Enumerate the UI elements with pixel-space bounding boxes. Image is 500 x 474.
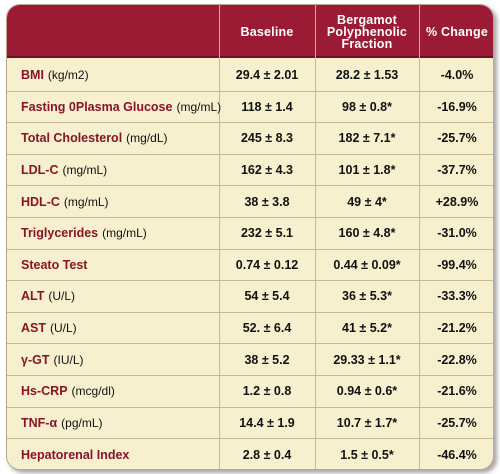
percent-change-value: -37.7% <box>437 163 477 178</box>
table-row: Fasting 0Plasma Glucose (mg/mL) 118 ± 1.4 9… <box>7 92 493 124</box>
parameter-unit: (U/L) <box>50 321 77 336</box>
parameter-name: ALT <box>21 289 45 304</box>
parameter-name: Total Cholesterol <box>21 131 123 146</box>
row-label: Hs-CRP (mcg/dl) <box>21 376 221 407</box>
baseline-value: 245 ± 8.3 <box>240 131 294 146</box>
parameter-unit: (pg/mL) <box>61 415 103 430</box>
row-label: HDL-C (mg/mL) <box>21 186 221 217</box>
table-row: ALT (U/L) 54 ± 5.4 36 ± 5.3* -33.3% <box>7 281 493 313</box>
table-row: TNF-α (pg/mL) 14.4 ± 1.9 10.7 ± 1.7* -25.7% <box>7 408 493 440</box>
baseline-value: 38 ± 3.8 <box>244 194 290 209</box>
percent-change-value: -31.0% <box>437 226 477 241</box>
baseline-value: 232 ± 5.1 <box>240 226 294 241</box>
percent-change-value: -33.3% <box>437 289 477 304</box>
parameter-name: Steato Test <box>21 257 88 272</box>
percent-change-value: -22.8% <box>437 352 477 367</box>
bergamot-value: 182 ± 7.1* <box>338 131 396 146</box>
row-label: Fasting 0Plasma Glucose (mg/mL) <box>21 92 221 123</box>
row-label: LDL-C (mg/mL) <box>21 155 221 186</box>
parameter-name: Hepatorenal Index <box>21 447 130 462</box>
table-row: Steato Test 0.74 ± 0.12 0.44 ± 0.09* -99.4% <box>7 250 493 282</box>
parameter-name: LDL-C <box>21 163 59 178</box>
parameter-name: Hs-CRP <box>21 384 68 399</box>
row-label: Hepatorenal Index <box>21 439 221 469</box>
header-baseline: Baseline <box>240 24 294 39</box>
table-row: AST (U/L) 52. ± 6.4 41 ± 5.2* -21.2% <box>7 313 493 345</box>
baseline-value: 29.4 ± 2.01 <box>235 68 299 83</box>
row-label: ALT (U/L) <box>21 281 221 312</box>
header-percent-change: % Change <box>425 24 489 39</box>
table-row: Hs-CRP (mcg/dl) 1.2 ± 0.8 0.94 ± 0.6* -21.6% <box>7 376 493 408</box>
table-row: BMI (kg/m2) 29.4 ± 2.01 28.2 ± 1.53 -4.0% <box>7 60 493 92</box>
percent-change-value: -4.0% <box>440 68 474 83</box>
row-label: Steato Test <box>21 250 221 281</box>
percent-change-value: -21.2% <box>437 321 477 336</box>
parameter-unit: (IU/L) <box>53 352 84 367</box>
row-label: TNF-α (pg/mL) <box>21 408 221 439</box>
parameter-unit: (mg/mL) <box>62 163 108 178</box>
table-header: Baseline Bergamot Polyphenolic Fraction … <box>7 5 493 58</box>
baseline-value: 0.74 ± 0.12 <box>235 257 299 272</box>
baseline-value: 38 ± 5.2 <box>244 352 290 367</box>
bergamot-value: 29.33 ± 1.1* <box>333 352 401 367</box>
bergamot-value: 49 ± 4* <box>347 194 387 209</box>
row-label: AST (U/L) <box>21 313 221 344</box>
table-row: LDL-C (mg/mL) 162 ± 4.3 101 ± 1.8* -37.7% <box>7 155 493 187</box>
row-label: γ-GT (IU/L) <box>21 344 221 375</box>
row-label: Total Cholesterol (mg/dL) <box>21 123 221 154</box>
table-row: Total Cholesterol (mg/dL) 245 ± 8.3 182 ± 7… <box>7 123 493 155</box>
parameter-unit: (mg/mL) <box>102 226 147 241</box>
bergamot-value: 10.7 ± 1.7* <box>336 415 398 430</box>
column-divider <box>219 5 220 469</box>
percent-change-value: -46.4% <box>437 447 477 462</box>
bergamot-value: 0.44 ± 0.09* <box>333 257 401 272</box>
parameter-name: AST <box>21 321 46 336</box>
percent-change-value: +28.9% <box>435 194 479 209</box>
baseline-value: 52. ± 6.4 <box>242 321 292 336</box>
baseline-value: 1.2 ± 0.8 <box>242 384 292 399</box>
parameter-unit: (mg/mL) <box>63 194 109 209</box>
bergamot-value: 0.94 ± 0.6* <box>336 384 398 399</box>
parameter-unit: (mcg/dl) <box>71 384 115 399</box>
bergamot-value: 101 ± 1.8* <box>338 163 396 178</box>
baseline-value: 162 ± 4.3 <box>240 163 294 178</box>
row-label: BMI (kg/m2) <box>21 60 221 91</box>
bergamot-value: 98 ± 0.8* <box>342 99 392 114</box>
parameter-name: TNF-α <box>21 415 58 430</box>
baseline-value: 14.4 ± 1.9 <box>239 415 295 430</box>
baseline-value: 2.8 ± 0.4 <box>242 447 292 462</box>
table-row: γ-GT (IU/L) 38 ± 5.2 29.33 ± 1.1* -22.8% <box>7 344 493 376</box>
baseline-value: 54 ± 5.4 <box>244 289 290 304</box>
parameter-unit: (mg/mL) <box>176 99 222 114</box>
table-row: Hepatorenal Index 2.8 ± 0.4 1.5 ± 0.5* -46.… <box>7 439 493 469</box>
percent-change-value: -99.4% <box>437 257 477 272</box>
parameter-name: γ-GT <box>21 352 50 367</box>
bergamot-value: 36 ± 5.3* <box>342 289 392 304</box>
row-label: Triglycerides (mg/mL) <box>21 218 221 249</box>
percent-change-value: -21.6% <box>437 384 477 399</box>
table-body: BMI (kg/m2) 29.4 ± 2.01 28.2 ± 1.53 -4.0% Fas… <box>7 60 493 469</box>
column-divider <box>315 5 316 469</box>
parameter-name: Fasting 0Plasma Glucose <box>21 99 173 114</box>
baseline-value: 118 ± 1.4 <box>241 99 293 114</box>
table-row: HDL-C (mg/mL) 38 ± 3.8 49 ± 4* +28.9% <box>7 186 493 218</box>
percent-change-value: -16.9% <box>437 99 477 114</box>
header-bergamot: Bergamot Polyphenolic Fraction <box>326 12 408 51</box>
parameter-unit: (kg/m2) <box>47 68 89 83</box>
bergamot-value: 160 ± 4.8* <box>338 226 396 241</box>
results-table: Baseline Bergamot Polyphenolic Fraction … <box>6 4 494 470</box>
parameter-name: BMI <box>21 68 44 83</box>
bergamot-value: 28.2 ± 1.53 <box>335 68 399 83</box>
percent-change-value: -25.7% <box>437 131 477 146</box>
parameter-name: HDL-C <box>21 194 60 209</box>
parameter-unit: (U/L) <box>48 289 76 304</box>
table-row: Triglycerides (mg/mL) 232 ± 5.1 160 ± 4.8* -… <box>7 218 493 250</box>
bergamot-value: 41 ± 5.2* <box>342 321 392 336</box>
column-divider <box>419 5 420 469</box>
percent-change-value: -25.7% <box>437 415 477 430</box>
parameter-unit: (mg/dL) <box>126 131 168 146</box>
bergamot-value: 1.5 ± 0.5* <box>340 447 394 462</box>
parameter-name: Triglycerides <box>21 226 99 241</box>
